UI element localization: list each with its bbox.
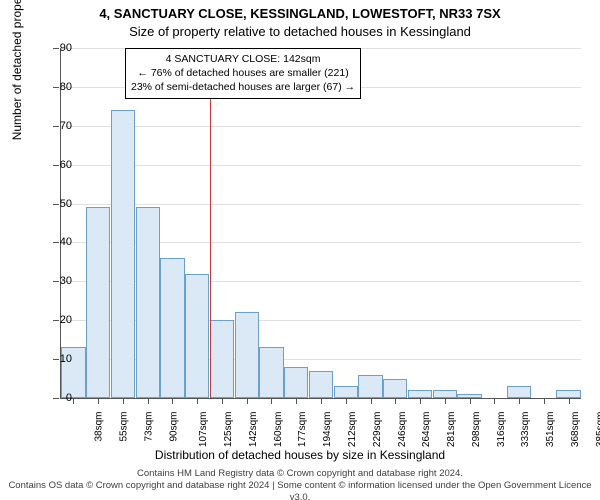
gridline-h <box>61 165 581 166</box>
y-tick <box>53 165 59 166</box>
x-tick <box>321 398 322 404</box>
histogram-bar <box>433 390 457 398</box>
x-tick <box>544 398 545 404</box>
x-tick <box>271 398 272 404</box>
histogram-bar <box>259 347 283 398</box>
x-tick-label: 194sqm <box>322 412 333 448</box>
gridline-h <box>61 126 581 127</box>
histogram-bar <box>136 207 160 398</box>
x-tick <box>197 398 198 404</box>
y-tick-label: 90 <box>60 42 72 54</box>
footer-attribution: Contains HM Land Registry data © Crown c… <box>0 468 600 500</box>
title-sub: Size of property relative to detached ho… <box>0 24 600 39</box>
chart-root: 4, SANCTUARY CLOSE, KESSINGLAND, LOWESTO… <box>0 0 600 500</box>
y-tick-label: 10 <box>60 353 72 365</box>
histogram-bar <box>334 386 358 398</box>
y-tick-label: 40 <box>60 236 72 248</box>
y-tick <box>53 242 59 243</box>
x-tick <box>98 398 99 404</box>
histogram-bar <box>556 390 580 398</box>
x-tick <box>371 398 372 404</box>
histogram-bar <box>210 320 234 398</box>
histogram-bar <box>111 110 135 398</box>
x-tick-label: 38sqm <box>94 412 105 442</box>
x-tick <box>494 398 495 404</box>
histogram-bar <box>507 386 531 398</box>
y-tick-label: 80 <box>60 81 72 93</box>
x-tick-label: 55sqm <box>119 412 130 442</box>
footer-line-1: Contains HM Land Registry data © Crown c… <box>0 468 600 480</box>
x-tick-label: 264sqm <box>421 412 432 448</box>
x-tick <box>445 398 446 404</box>
x-tick <box>569 398 570 404</box>
histogram-bar <box>185 274 209 398</box>
y-tick-label: 0 <box>66 392 72 404</box>
x-tick-label: 73sqm <box>143 412 154 442</box>
x-tick <box>519 398 520 404</box>
histogram-bar <box>358 375 382 398</box>
x-tick <box>222 398 223 404</box>
x-tick <box>123 398 124 404</box>
x-tick <box>247 398 248 404</box>
y-tick <box>53 281 59 282</box>
y-tick <box>53 398 59 399</box>
y-tick <box>53 320 59 321</box>
x-axis-label: Distribution of detached houses by size … <box>0 448 600 462</box>
x-tick-label: 212sqm <box>347 412 358 448</box>
annotation-box: 4 SANCTUARY CLOSE: 142sqm← 76% of detach… <box>125 48 361 99</box>
x-tick <box>346 398 347 404</box>
title-main: 4, SANCTUARY CLOSE, KESSINGLAND, LOWESTO… <box>0 6 600 21</box>
x-tick <box>172 398 173 404</box>
y-tick-label: 30 <box>60 275 72 287</box>
footer-line-2: Contains OS data © Crown copyright and d… <box>0 480 600 500</box>
annotation-line-1: 4 SANCTUARY CLOSE: 142sqm <box>131 52 355 66</box>
y-tick <box>53 359 59 360</box>
annotation-line-3: 23% of semi-detached houses are larger (… <box>131 80 355 94</box>
x-tick <box>395 398 396 404</box>
x-tick-label: 177sqm <box>298 412 309 448</box>
histogram-bar <box>383 379 407 398</box>
x-tick-label: 142sqm <box>248 412 259 448</box>
x-tick <box>73 398 74 404</box>
y-tick <box>53 204 59 205</box>
x-tick-label: 125sqm <box>223 412 234 448</box>
gridline-h <box>61 204 581 205</box>
x-tick-label: 368sqm <box>570 412 581 448</box>
x-tick-label: 229sqm <box>372 412 383 448</box>
histogram-bar <box>309 371 333 398</box>
x-tick-label: 281sqm <box>446 412 457 448</box>
histogram-bar <box>160 258 184 398</box>
x-tick-label: 333sqm <box>520 412 531 448</box>
annotation-line-2: ← 76% of detached houses are smaller (22… <box>131 66 355 80</box>
x-tick-label: 246sqm <box>397 412 408 448</box>
x-tick <box>420 398 421 404</box>
x-tick-label: 385sqm <box>595 412 600 448</box>
y-tick-label: 20 <box>60 314 72 326</box>
y-tick-label: 60 <box>60 159 72 171</box>
histogram-bar <box>408 390 432 398</box>
histogram-bar <box>86 207 110 398</box>
y-tick <box>53 87 59 88</box>
x-tick-label: 316sqm <box>496 412 507 448</box>
y-tick-label: 70 <box>60 120 72 132</box>
x-tick <box>296 398 297 404</box>
x-tick-label: 107sqm <box>199 412 210 448</box>
x-tick <box>470 398 471 404</box>
x-tick <box>148 398 149 404</box>
x-tick-label: 298sqm <box>471 412 482 448</box>
reference-marker-line <box>210 48 211 398</box>
histogram-bar <box>284 367 308 398</box>
x-tick-label: 90sqm <box>168 412 179 442</box>
x-tick-label: 351sqm <box>545 412 556 448</box>
y-tick <box>53 126 59 127</box>
y-axis-label: Number of detached properties <box>10 0 24 140</box>
plot-area: 4 SANCTUARY CLOSE: 142sqm← 76% of detach… <box>60 48 581 399</box>
y-tick-label: 50 <box>60 198 72 210</box>
x-tick-label: 160sqm <box>273 412 284 448</box>
y-tick <box>53 48 59 49</box>
histogram-bar <box>235 312 259 398</box>
